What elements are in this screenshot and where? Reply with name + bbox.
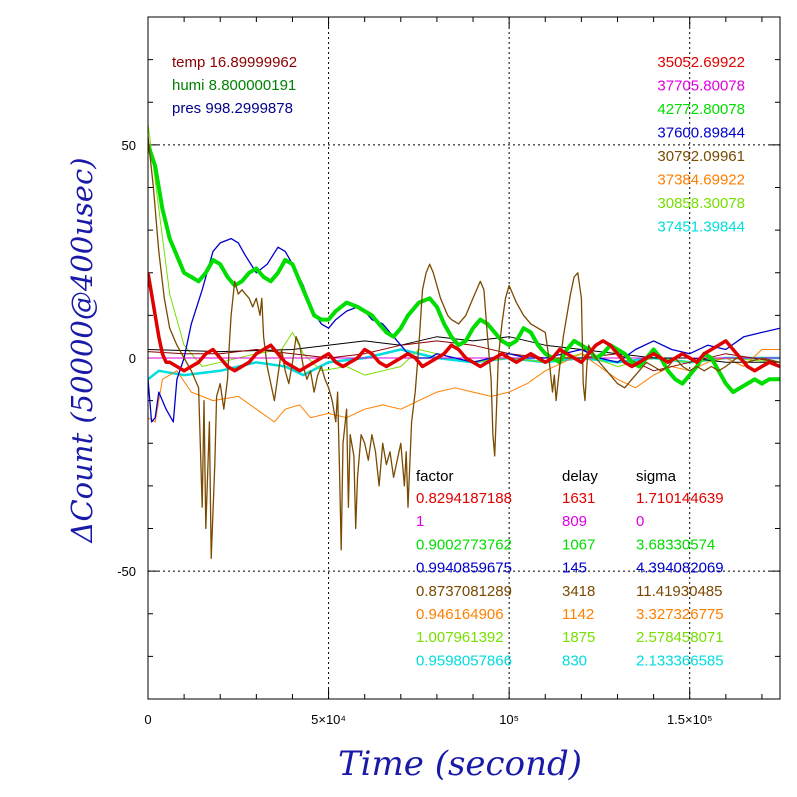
series-values-list: 35052.69922 37705.80078 42772.80078 37600.8…	[657, 54, 745, 236]
table-cell-factor: 1	[416, 513, 424, 530]
table-cell-factor: 0.9598057866	[416, 652, 512, 669]
table-cell-sigma: 11.41930485	[636, 583, 722, 600]
table-cell-sigma: 1.710144639	[636, 490, 724, 507]
series-value-5: 30792.09961	[657, 148, 745, 165]
y-tick-label: 50	[122, 138, 136, 153]
series-line-10	[148, 272, 780, 373]
env-humi: humi 8.800000191	[172, 77, 296, 94]
y-axis-title: ΔCount (50000@400usec)	[65, 157, 99, 543]
environment-readings: temp 16.89999962 humi 8.800000191 pres 9…	[172, 54, 297, 117]
x-tick-label: 10⁵	[499, 712, 519, 727]
table-cell-factor: 0.8737081289	[416, 583, 512, 600]
table-cell-sigma: 4.394082069	[636, 560, 724, 577]
x-tick-label: 1.5×10⁵	[667, 712, 713, 727]
x-tick-label: 5×10⁴	[311, 712, 346, 727]
series-line-9	[148, 136, 780, 559]
table-cell-sigma: 2.133366585	[636, 652, 724, 669]
table-cell-factor: 0.9002773762	[416, 536, 512, 553]
series-value-6: 37384.69922	[657, 172, 745, 189]
series-value-2: 37705.80078	[657, 78, 745, 95]
env-temp: temp 16.89999962	[172, 54, 297, 71]
x-tick-label: 0	[144, 712, 151, 727]
table-cell-sigma: 3.68330574	[636, 536, 715, 553]
table-cell-delay: 145	[562, 560, 587, 577]
series-value-1: 35052.69922	[657, 54, 745, 71]
series-line-3	[148, 349, 780, 423]
table-cell-factor: 0.8294187188	[416, 490, 512, 507]
table-header-factor: factor	[416, 468, 454, 485]
tick-labels: 0 5×10⁴ 10⁵ 1.5×10⁵ -50 0 50	[117, 138, 712, 727]
env-pres: pres 998.2999878	[172, 100, 293, 117]
table-cell-delay: 1875	[562, 629, 595, 646]
parameter-table: factor delay sigma 0.8294187188 1631 1.710144…	[416, 468, 724, 669]
table-header-sigma: sigma	[636, 468, 677, 485]
series-line-2	[148, 123, 780, 376]
series-value-4: 37600.89844	[657, 125, 745, 142]
table-cell-delay: 3418	[562, 583, 595, 600]
table-cell-delay: 1631	[562, 490, 595, 507]
table-header-delay: delay	[562, 468, 598, 485]
table-cell-delay: 830	[562, 652, 587, 669]
table-cell-sigma: 0	[636, 513, 644, 530]
series-value-7: 30858.30078	[657, 195, 745, 212]
series-value-8: 37451.39844	[657, 219, 745, 236]
y-tick-label: 0	[129, 351, 136, 366]
y-tick-label: -50	[117, 564, 136, 579]
table-cell-sigma: 3.327326775	[636, 606, 724, 623]
table-cell-factor: 0.946164906	[416, 606, 504, 623]
plot-frame	[147, 16, 781, 700]
series-value-3: 42772.80078	[657, 101, 745, 118]
series-layer	[148, 123, 780, 559]
table-cell-delay: 1067	[562, 536, 595, 553]
table-cell-factor: 1.007961392	[416, 629, 504, 646]
table-cell-delay: 1142	[562, 606, 594, 623]
table-cell-sigma: 2.578458071	[636, 629, 724, 646]
table-cell-factor: 0.9940859675	[416, 560, 512, 577]
x-axis-title: Time (second)	[338, 744, 582, 784]
series-line-8	[148, 144, 780, 395]
table-cell-delay: 809	[562, 513, 587, 530]
